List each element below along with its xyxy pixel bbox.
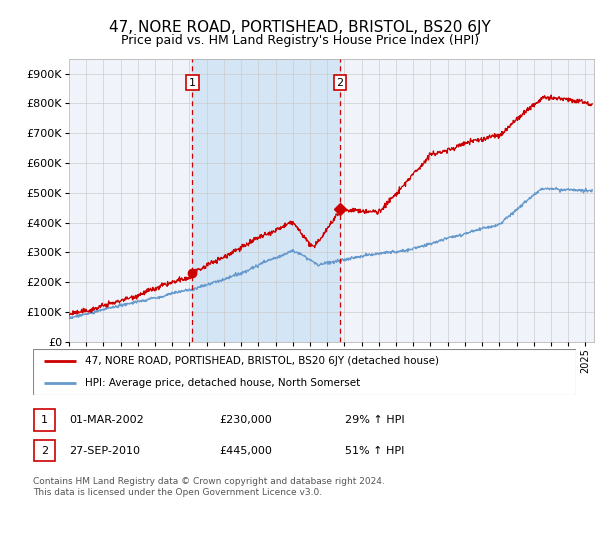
Text: £445,000: £445,000 xyxy=(219,446,272,456)
Text: 27-SEP-2010: 27-SEP-2010 xyxy=(69,446,140,456)
Text: Price paid vs. HM Land Registry's House Price Index (HPI): Price paid vs. HM Land Registry's House … xyxy=(121,34,479,46)
Text: 01-MAR-2002: 01-MAR-2002 xyxy=(69,415,144,425)
Text: 47, NORE ROAD, PORTISHEAD, BRISTOL, BS20 6JY: 47, NORE ROAD, PORTISHEAD, BRISTOL, BS20… xyxy=(109,20,491,35)
Text: 47, NORE ROAD, PORTISHEAD, BRISTOL, BS20 6JY (detached house): 47, NORE ROAD, PORTISHEAD, BRISTOL, BS20… xyxy=(85,356,439,366)
Text: 1: 1 xyxy=(41,415,48,425)
Text: 2: 2 xyxy=(337,78,344,87)
Text: Contains HM Land Registry data © Crown copyright and database right 2024.
This d: Contains HM Land Registry data © Crown c… xyxy=(33,477,385,497)
Text: 29% ↑ HPI: 29% ↑ HPI xyxy=(345,415,404,425)
Text: 51% ↑ HPI: 51% ↑ HPI xyxy=(345,446,404,456)
Text: £230,000: £230,000 xyxy=(219,415,272,425)
Text: 2: 2 xyxy=(41,446,48,456)
Bar xyxy=(193,59,340,342)
Text: HPI: Average price, detached house, North Somerset: HPI: Average price, detached house, Nort… xyxy=(85,379,360,388)
Text: 1: 1 xyxy=(189,78,196,87)
